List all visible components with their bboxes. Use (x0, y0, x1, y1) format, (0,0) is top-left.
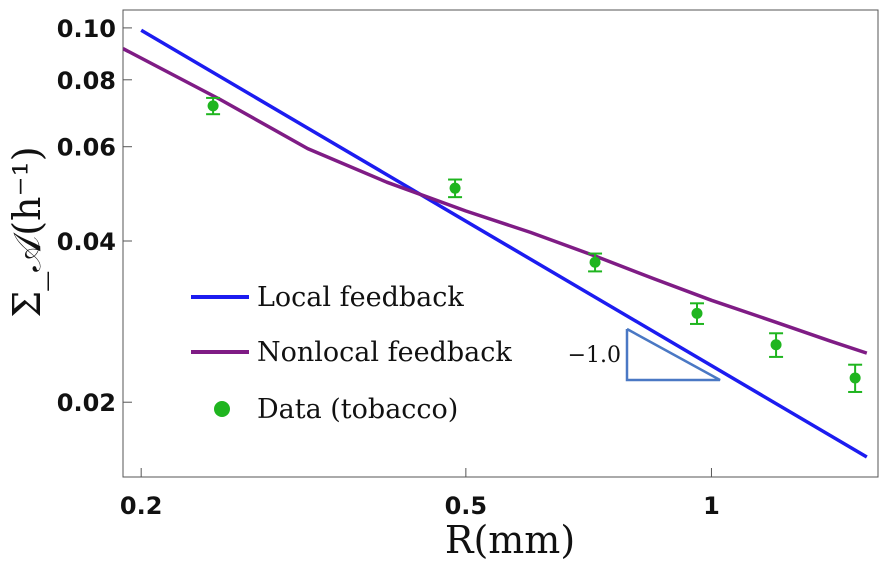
series-layer (123, 28, 868, 459)
data-point-group (448, 178, 463, 199)
x-tick-label: 0.2 (120, 492, 163, 520)
data-point (691, 307, 703, 319)
data-point (770, 339, 782, 351)
legend: Local feedback Nonlocal feedback Data (tob… (191, 282, 512, 425)
data-point (849, 372, 861, 384)
legend-label: Local feedback (257, 282, 464, 313)
data-point-group (848, 363, 863, 393)
data-point-group (689, 302, 704, 325)
series-line-nonlocal-feedback (123, 47, 868, 355)
slope-label: −1.0 (568, 343, 621, 368)
annotation-layer: −1.0 (568, 327, 721, 382)
x-axis-title: R(mm) (445, 518, 575, 562)
data-point (207, 100, 219, 112)
y-axis: 0.02 0.04 0.06 0.08 0.10 (57, 15, 132, 417)
x-axis: 0.2 0.5 1 (120, 468, 720, 520)
legend-label: Nonlocal feedback (257, 337, 512, 368)
y-tick-label: 0.06 (57, 134, 116, 162)
data-point-group (206, 96, 221, 116)
data-point (449, 182, 461, 194)
y-tick-label: 0.04 (57, 228, 116, 256)
data-point (589, 256, 601, 268)
slope-triangle (625, 327, 721, 382)
y-tick-label: 0.02 (57, 389, 116, 417)
x-tick-label: 1 (703, 492, 720, 520)
legend-label: Data (tobacco) (257, 394, 458, 425)
series-line-local-feedback (140, 28, 868, 459)
x-tick-label: 0.5 (445, 492, 488, 520)
y-axis-title: Σ_𝒜(h⁻¹) (5, 146, 50, 317)
y-tick-label: 0.10 (57, 15, 116, 43)
data-point-group (769, 332, 784, 358)
y-tick-label: 0.08 (57, 67, 116, 95)
legend-marker (214, 401, 230, 417)
data-point-group (588, 252, 603, 273)
